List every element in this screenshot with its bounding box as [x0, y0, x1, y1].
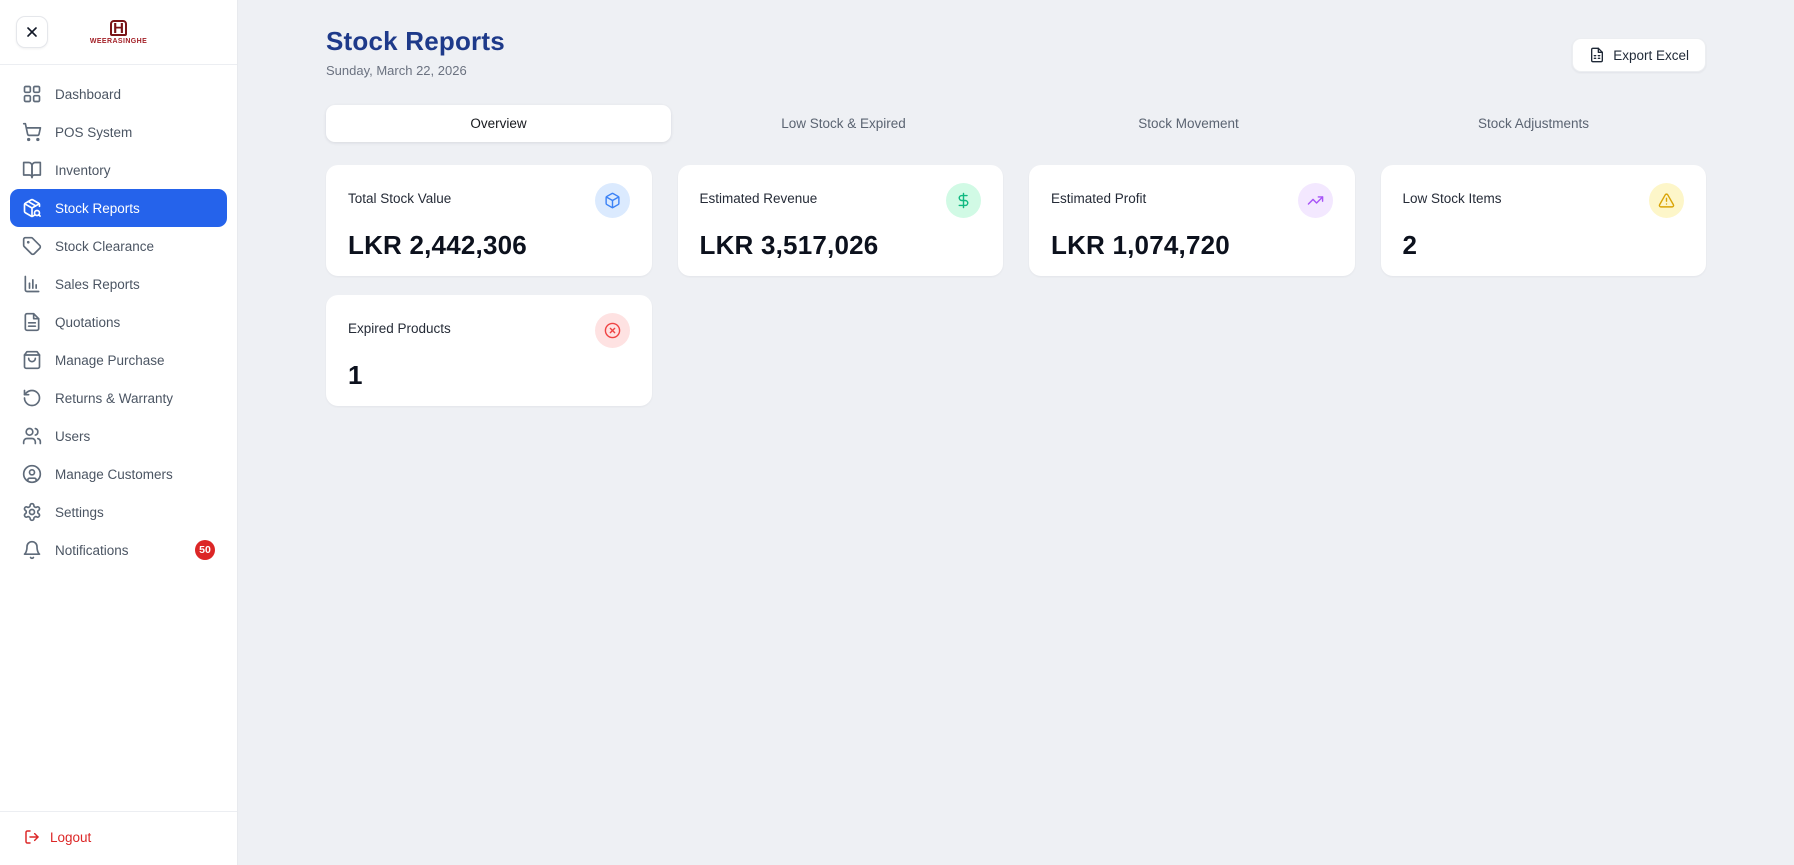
tab-low-stock-expired[interactable]: Low Stock & Expired [781, 116, 906, 131]
logout-icon [25, 830, 39, 844]
stat-cards-grid: Total Stock Value LKR 2,442,306 Estimate… [326, 165, 1706, 406]
card-low-stock-items: Low Stock Items 2 [1380, 165, 1706, 276]
tab-stock-movement[interactable]: Stock Movement [1138, 116, 1239, 131]
dollar-icon [958, 192, 969, 209]
shopping-cart-icon [22, 122, 42, 142]
card-estimated-revenue: Estimated Revenue LKR 3,517,026 [677, 165, 1003, 276]
users-icon [22, 427, 42, 445]
card-value: LKR 1,074,720 [1051, 230, 1230, 260]
card-label: Estimated Profit [1051, 191, 1147, 206]
card-expired-products: Expired Products 1 [326, 295, 652, 406]
card-label: Total Stock Value [348, 191, 452, 206]
export-excel-button[interactable]: Export Excel [1572, 38, 1706, 72]
sidebar-footer: Logout [0, 811, 237, 865]
sidebar-item-label: Quotations [55, 314, 121, 330]
page-title: Stock Reports [326, 26, 505, 56]
card-icon-circle [594, 313, 630, 348]
report-tabs: Overview Low Stock & Expired Stock Movem… [326, 105, 1706, 142]
bar-chart-icon [24, 275, 40, 293]
user-circle-icon [22, 464, 42, 484]
card-icon-circle [1297, 183, 1333, 218]
sidebar-item-label: Stock Clearance [55, 238, 155, 254]
card-estimated-profit: Estimated Profit LKR 1,074,720 [1029, 165, 1355, 276]
bell-icon [23, 540, 41, 560]
gear-icon [23, 502, 41, 522]
card-label: Expired Products [348, 321, 451, 336]
sidebar-item-manage-customers[interactable]: Manage Customers [10, 455, 227, 493]
page-header: Stock Reports Sunday, March 22, 2026 Exp… [326, 26, 1706, 78]
sidebar-item-users[interactable]: Users [10, 417, 227, 455]
notifications-count-badge: 50 [195, 540, 215, 560]
sidebar-item-label: Sales Reports [55, 276, 140, 292]
sidebar-item-label: Stock Reports [55, 200, 140, 216]
sidebar-item-label: Manage Customers [55, 466, 173, 482]
sidebar-item-quotations[interactable]: Quotations [10, 303, 227, 341]
logo-emblem-icon: H [110, 19, 127, 36]
logout-button[interactable]: Logout [24, 829, 213, 845]
sidebar-nav: Dashboard POS System Inventory Stock Rep… [0, 65, 237, 811]
trending-up-icon [1307, 196, 1323, 205]
card-icon-circle [1649, 183, 1684, 218]
sidebar-item-dashboard[interactable]: Dashboard [10, 75, 227, 113]
card-value: LKR 2,442,306 [348, 230, 527, 260]
sidebar-item-label: Manage Purchase [55, 352, 165, 368]
sidebar-item-returns-warranty[interactable]: Returns & Warranty [10, 379, 227, 417]
sidebar-item-pos-system[interactable]: POS System [10, 113, 227, 151]
shopping-bag-icon [23, 350, 41, 370]
book-open-icon [22, 161, 42, 179]
card-icon-circle [594, 183, 630, 218]
sidebar-item-label: Users [55, 428, 91, 444]
sidebar-item-stock-clearance[interactable]: Stock Clearance [10, 227, 227, 265]
sidebar-item-inventory[interactable]: Inventory [10, 151, 227, 189]
card-label: Low Stock Items [1402, 191, 1502, 206]
sidebar-item-label: Settings [55, 504, 104, 520]
card-value: 1 [348, 360, 363, 390]
card-total-stock-value: Total Stock Value LKR 2,442,306 [326, 165, 652, 276]
tag-icon [22, 236, 42, 256]
sidebar-item-notifications[interactable]: Notifications 50 [10, 531, 227, 569]
card-label: Estimated Revenue [699, 191, 818, 206]
sidebar-item-settings[interactable]: Settings [10, 493, 227, 531]
card-icon-circle [946, 183, 981, 218]
sidebar-header: H WEERASINGHE [0, 0, 237, 65]
file-spreadsheet-icon [1591, 47, 1604, 63]
page-date: Sunday, March 22, 2026 [326, 63, 467, 78]
package-search-icon [23, 198, 41, 218]
card-value: LKR 3,517,026 [699, 230, 879, 260]
sidebar-item-label: POS System [55, 124, 133, 140]
tab-overview[interactable]: Overview [326, 105, 671, 142]
sidebar-item-stock-reports[interactable]: Stock Reports [10, 189, 227, 227]
sidebar-item-label: Returns & Warranty [55, 390, 174, 406]
export-excel-label: Export Excel [1613, 47, 1689, 63]
tab-stock-adjustments[interactable]: Stock Adjustments [1477, 116, 1590, 131]
dashboard-icon [23, 85, 41, 103]
sidebar-item-label: Dashboard [55, 86, 122, 102]
sidebar-item-sales-reports[interactable]: Sales Reports [10, 265, 227, 303]
close-sidebar-button[interactable] [16, 16, 48, 48]
card-value: 2 [1402, 230, 1418, 260]
sidebar-item-label: Notifications [55, 542, 129, 558]
alert-triangle-icon [1658, 193, 1675, 208]
rotate-ccw-icon [23, 389, 41, 407]
logo-text: WEERASINGHE [89, 37, 148, 45]
main-content: Stock Reports Sunday, March 22, 2026 Exp… [238, 0, 1794, 865]
sidebar-item-manage-purchase[interactable]: Manage Purchase [10, 341, 227, 379]
sidebar-item-label: Inventory [55, 162, 111, 178]
x-circle-icon [604, 322, 620, 339]
sidebar: H WEERASINGHE Dashboard POS System Inven… [0, 0, 238, 865]
close-icon [27, 27, 37, 37]
package-icon [604, 192, 620, 209]
logout-label: Logout [50, 829, 92, 845]
file-text-icon [24, 312, 40, 332]
page-title-block: Stock Reports Sunday, March 22, 2026 [326, 26, 505, 78]
